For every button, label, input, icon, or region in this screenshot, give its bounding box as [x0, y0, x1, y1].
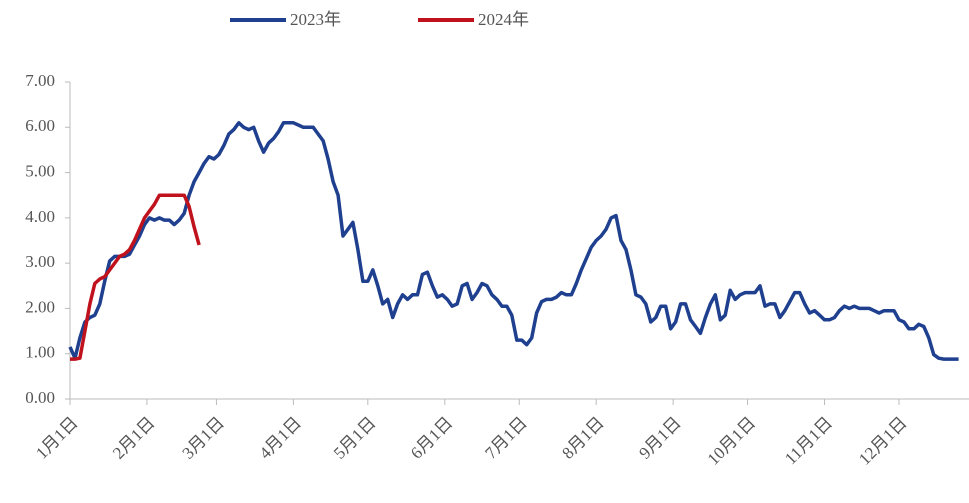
x-tick-label: 10月1日: [704, 413, 760, 469]
x-tick-label: 4月1日: [255, 413, 304, 462]
legend-label: 2024年: [478, 10, 529, 29]
x-tick-label: 11月1日: [781, 413, 836, 468]
y-tick-label: 5.00: [25, 161, 55, 180]
series-line: [68, 121, 959, 361]
series-line: [70, 193, 201, 361]
x-tick-label: 5月1日: [330, 413, 379, 462]
x-tick-label: 1月1日: [32, 413, 81, 462]
y-tick-label: 7.00: [25, 71, 55, 90]
y-tick-label: 2.00: [25, 297, 55, 316]
y-tick-label: 0.00: [25, 388, 55, 407]
x-tick-label: 6月1日: [407, 413, 456, 462]
x-tick-label: 2月1日: [109, 413, 158, 462]
y-tick-label: 4.00: [25, 207, 55, 226]
x-tick-label: 8月1日: [558, 413, 607, 462]
y-tick-label: 3.00: [25, 252, 55, 271]
x-tick-label: 12月1日: [855, 413, 911, 469]
y-tick-label: 6.00: [25, 116, 55, 135]
x-tick-label: 3月1日: [179, 413, 228, 462]
x-tick-label: 9月1日: [635, 413, 684, 462]
legend-label: 2023年: [290, 10, 341, 29]
x-tick-label: 7月1日: [481, 413, 530, 462]
y-tick-label: 1.00: [25, 343, 55, 362]
